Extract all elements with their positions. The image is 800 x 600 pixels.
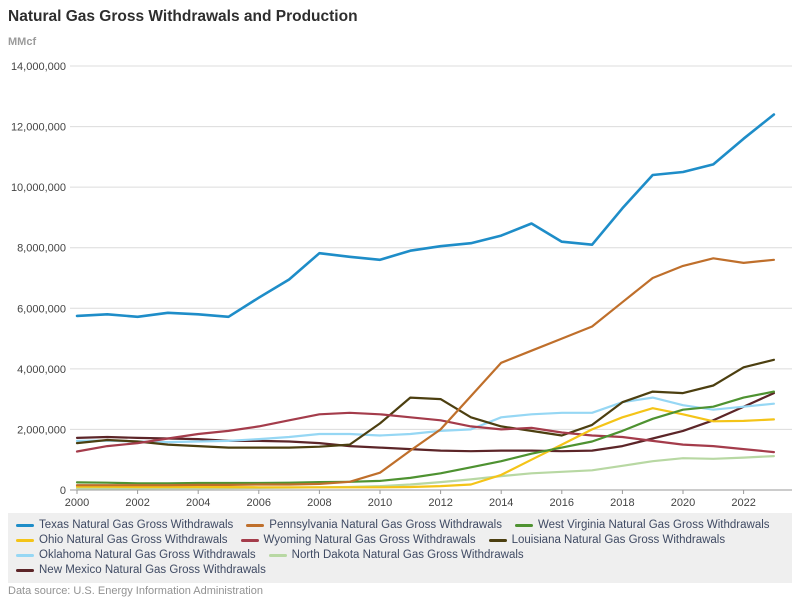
series-line-west-virginia[interactable] <box>75 390 776 485</box>
legend-item-texas[interactable]: Texas Natural Gas Gross Withdrawals <box>16 518 233 533</box>
legend-swatch-texas <box>16 524 34 527</box>
y-axis-tick-label: 14,000,000 <box>11 61 66 73</box>
legend-item-wyoming[interactable]: Wyoming Natural Gas Gross Withdrawals <box>240 533 476 548</box>
x-axis-tick-label: 2018 <box>610 497 634 509</box>
legend-swatch-pennsylvania <box>246 524 265 527</box>
legend-item-oklahoma[interactable]: Oklahoma Natural Gas Gross Withdrawals <box>16 548 256 563</box>
legend-item-pennsylvania[interactable]: Pennsylvania Natural Gas Gross Withdrawa… <box>246 518 502 533</box>
legend-label: Pennsylvania Natural Gas Gross Withdrawa… <box>269 519 502 531</box>
legend-item-new-mexico[interactable]: New Mexico Natural Gas Gross Withdrawals <box>16 563 266 578</box>
x-axis-tick-label: 2004 <box>186 497 210 509</box>
x-axis-tick-label: 2014 <box>489 497 513 509</box>
legend-item-ohio[interactable]: Ohio Natural Gas Gross Withdrawals <box>16 533 228 548</box>
chart-plot-area: 0 2,000,000 4,000,000 6,000,000 8,000,000 10,… <box>11 61 792 509</box>
y-axis-tick-label: 4,000,000 <box>17 364 66 376</box>
legend-label: North Dakota Natural Gas Gross Withdrawa… <box>291 549 524 561</box>
legend-label: Oklahoma Natural Gas Gross Withdrawals <box>39 549 256 561</box>
series-line-wyoming[interactable] <box>75 411 776 454</box>
legend-swatch-west-virginia <box>514 524 533 527</box>
x-axis-tick-label: 2002 <box>125 497 149 509</box>
legend-label: Texas Natural Gas Gross Withdrawals <box>39 519 234 531</box>
legend-swatch-ohio <box>16 539 34 542</box>
legend-label: New Mexico Natural Gas Gross Withdrawals <box>39 564 266 576</box>
series-line-oklahoma[interactable] <box>75 396 776 444</box>
legend-swatch-oklahoma <box>16 554 34 557</box>
series-line-texas[interactable] <box>75 113 776 319</box>
legend-item-north-dakota[interactable]: North Dakota Natural Gas Gross Withdrawa… <box>268 548 524 563</box>
legend-label: Louisiana Natural Gas Gross Withdrawals <box>511 534 726 546</box>
legend-swatch-louisiana <box>488 539 507 542</box>
y-axis-tick-label: 2,000,000 <box>17 424 66 436</box>
x-axis-tick-label: 2020 <box>671 497 695 509</box>
y-axis-tick-label: 12,000,000 <box>11 122 66 134</box>
y-axis-tick-label: 10,000,000 <box>11 182 66 194</box>
series-line-pennsylvania[interactable] <box>75 257 776 487</box>
legend-item-west-virginia[interactable]: West Virginia Natural Gas Gross Withdraw… <box>514 518 770 533</box>
x-axis-tick-label: 2022 <box>731 497 755 509</box>
legend-label: West Virginia Natural Gas Gross Withdraw… <box>537 519 770 531</box>
x-axis-tick-label: 2012 <box>428 497 452 509</box>
legend-swatch-north-dakota <box>268 554 287 557</box>
legend-item-louisiana[interactable]: Louisiana Natural Gas Gross Withdrawals <box>488 533 726 548</box>
x-axis-tick-label: 2006 <box>247 497 271 509</box>
legend-label: Wyoming Natural Gas Gross Withdrawals <box>263 534 476 546</box>
y-axis-tick-label: 8,000,000 <box>17 243 66 255</box>
y-axis-tick-label: 0 <box>60 485 66 497</box>
series-line-north-dakota[interactable] <box>75 455 776 490</box>
x-axis-tick-label: 2000 <box>65 497 89 509</box>
y-axis-tick-label: 6,000,000 <box>17 303 66 315</box>
legend-swatch-wyoming <box>240 539 259 542</box>
x-axis-tick-label: 2010 <box>368 497 392 509</box>
chart-legend: Texas Natural Gas Gross Withdrawals Penns… <box>8 513 792 583</box>
series-line-new-mexico[interactable] <box>75 392 776 453</box>
page-title: Natural Gas Gross Withdrawals and Produc… <box>8 8 358 25</box>
legend-label: Ohio Natural Gas Gross Withdrawals <box>39 534 228 546</box>
x-axis-tick-label: 2016 <box>550 497 574 509</box>
legend-swatch-new-mexico <box>16 569 34 572</box>
x-axis-tick-label: 2008 <box>307 497 331 509</box>
y-axis-unit-label: MMcf <box>8 36 37 48</box>
series-line-ohio[interactable] <box>75 407 776 489</box>
data-source-credit: Data source: U.S. Energy Information Adm… <box>8 585 263 597</box>
series-line-louisiana[interactable] <box>75 358 776 449</box>
